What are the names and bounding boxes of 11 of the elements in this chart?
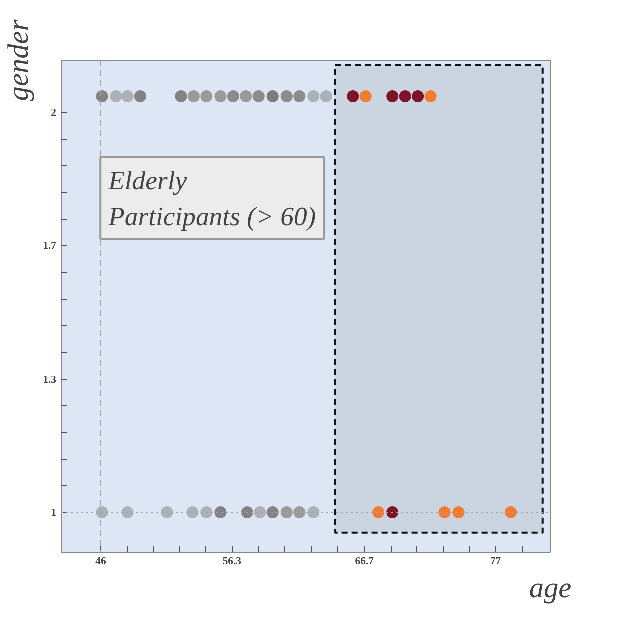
y-tick-label: 1.3 (43, 374, 57, 386)
band-label: Elderly Participants (> 60) (108, 165, 316, 232)
y-tick-label: 1 (51, 508, 56, 519)
x-tick-label: 46 (96, 556, 107, 568)
x-tick-label: 77 (490, 556, 502, 568)
y-tick-label: 1.7 (43, 241, 58, 252)
x-axis-title: age (529, 572, 572, 604)
y-axis-title: gender (3, 19, 36, 102)
x-tick-label: 56.3 (222, 556, 242, 568)
y-tick-label: 2 (51, 108, 56, 119)
x-tick-label: 66.7 (355, 556, 375, 568)
